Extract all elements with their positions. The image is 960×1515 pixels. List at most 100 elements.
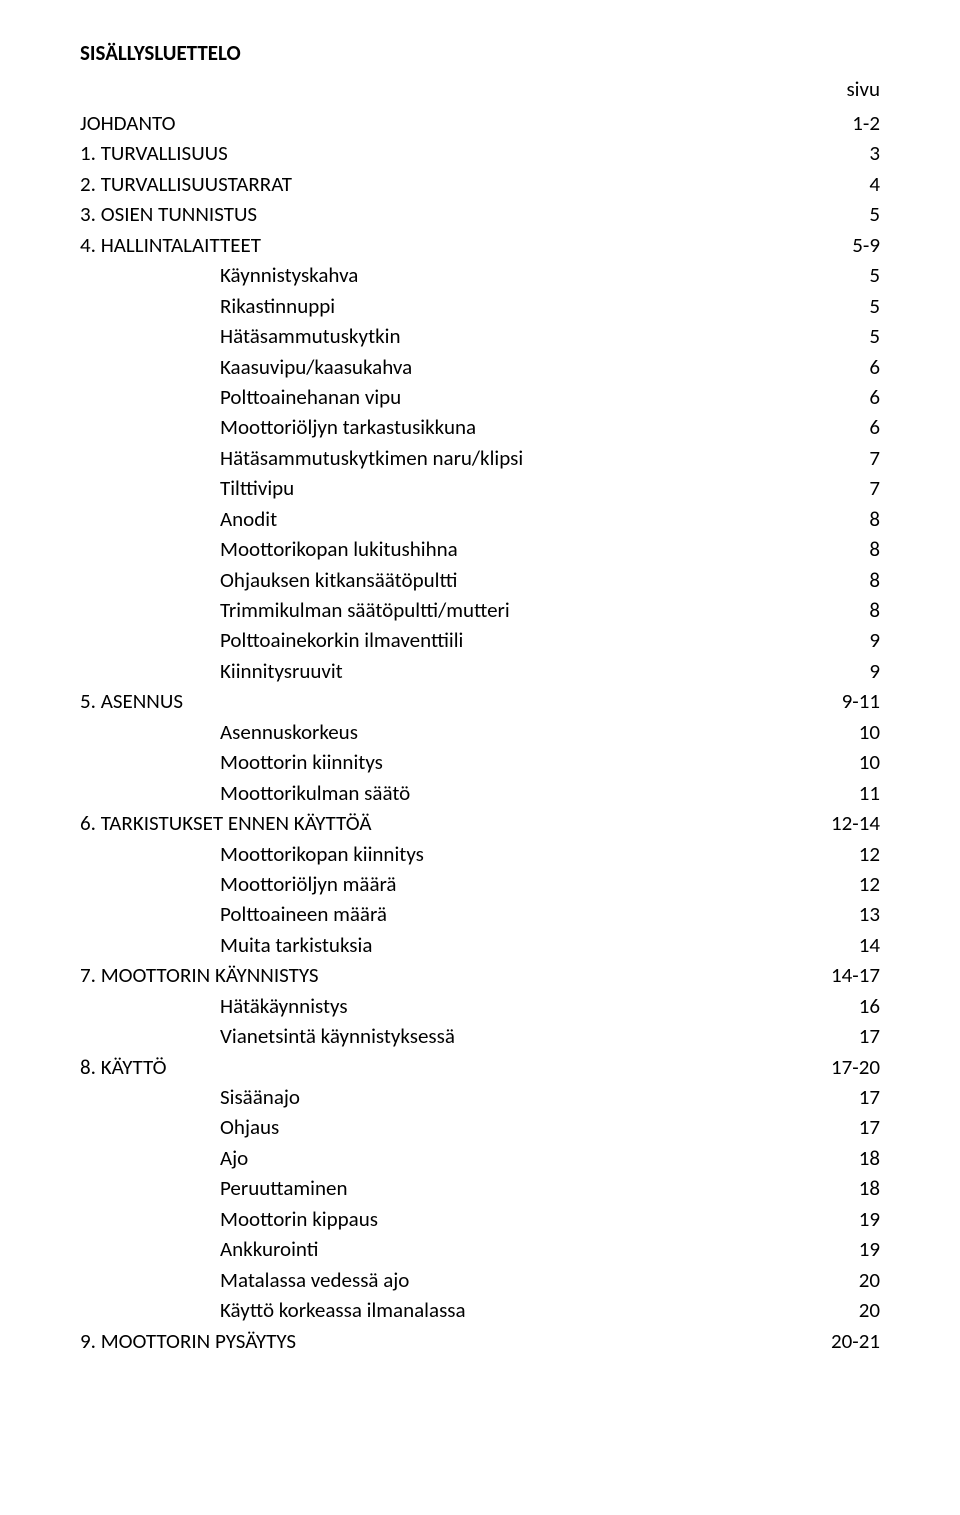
toc-page: 5 [800,291,880,321]
toc-row: Käynnistyskahva 5 [80,260,880,290]
toc-label: Käynnistyskahva [80,260,358,290]
toc-page: 7 [800,443,880,473]
toc-page: 20 [800,1295,880,1325]
toc-page: 18 [800,1173,880,1203]
toc-page: 12 [800,839,880,869]
toc-page: 9 [800,625,880,655]
toc-page: 6 [800,412,880,442]
toc-label: Hätäsammutuskytkimen naru/klipsi [80,443,523,473]
toc-label: 2. TURVALLISUUSTARRAT [80,169,292,199]
toc-row: Matalassa vedessä ajo 20 [80,1265,880,1295]
toc-label: 6. TARKISTUKSET ENNEN KÄYTTÖÄ [80,808,372,838]
toc-page: 20 [800,1265,880,1295]
toc-row: 7. MOOTTORIN KÄYNNISTYS14-17 [80,960,880,990]
toc-label: Anodit [80,504,277,534]
toc-label: 3. OSIEN TUNNISTUS [80,199,257,229]
toc-page: 6 [800,352,880,382]
document-page: SISÄLLYSLUETTELO sivu JOHDANTO1-21. TURV… [0,0,960,1416]
toc-label: Moottorin kiinnitys [80,747,383,777]
toc-row: Kiinnitysruuvit9 [80,656,880,686]
toc-page: 12 [800,869,880,899]
toc-row: JOHDANTO1-2 [80,108,880,138]
toc-page: 9-11 [800,686,880,716]
toc-page: 5-9 [800,230,880,260]
toc-page: 8 [800,534,880,564]
toc-label: Trimmikulman säätöpultti/mutteri [80,595,510,625]
toc-label: Moottoriöljyn määrä [80,869,396,899]
toc-label: Käyttö korkeassa ilmanalassa [80,1295,466,1325]
toc-row: 1. TURVALLISUUS3 [80,138,880,168]
toc-row: Moottorikopan kiinnitys 12 [80,839,880,869]
toc-row: Hätäsammutuskytkimen naru/klipsi 7 [80,443,880,473]
toc-label: 7. MOOTTORIN KÄYNNISTYS [80,960,319,990]
toc-label: 9. MOOTTORIN PYSÄYTYS [80,1326,296,1356]
toc-label: Matalassa vedessä ajo [80,1265,409,1295]
table-of-contents: JOHDANTO1-21. TURVALLISUUS32. TURVALLISU… [80,108,880,1356]
toc-page: 17 [800,1112,880,1142]
toc-page: 8 [800,595,880,625]
toc-row: 6. TARKISTUKSET ENNEN KÄYTTÖÄ 12-14 [80,808,880,838]
toc-page: 12-14 [800,808,880,838]
toc-label: 8. KÄYTTÖ [80,1052,167,1082]
toc-page: 17-20 [800,1052,880,1082]
toc-label: Vianetsintä käynnistyksessä [80,1021,455,1051]
toc-row: Hätäkäynnistys 16 [80,991,880,1021]
toc-row: Ankkurointi 19 [80,1234,880,1264]
toc-row: Rikastinnuppi 5 [80,291,880,321]
toc-row: Trimmikulman säätöpultti/mutteri 8 [80,595,880,625]
toc-page: 19 [800,1204,880,1234]
toc-page: 3 [800,138,880,168]
toc-page: 17 [800,1082,880,1112]
toc-row: 3. OSIEN TUNNISTUS5 [80,199,880,229]
toc-page: 10 [800,717,880,747]
toc-row: 4. HALLINTALAITTEET 5-9 [80,230,880,260]
toc-row: Muita tarkistuksia 14 [80,930,880,960]
toc-label: Hätäsammutuskytkin [80,321,401,351]
toc-label: Asennuskorkeus [80,717,358,747]
toc-label: Moottoriöljyn tarkastusikkuna [80,412,476,442]
toc-row: Anodit 8 [80,504,880,534]
toc-page: 7 [800,473,880,503]
toc-page: 8 [800,504,880,534]
toc-label: 5. ASENNUS [80,686,183,716]
toc-label: Moottorin kippaus [80,1204,378,1234]
toc-page: 5 [800,321,880,351]
toc-page: 16 [800,991,880,1021]
toc-row: Vianetsintä käynnistyksessä17 [80,1021,880,1051]
toc-label: Peruuttaminen [80,1173,348,1203]
toc-page: 14 [800,930,880,960]
toc-page: 13 [800,899,880,929]
toc-row: Moottoriöljyn määrä 12 [80,869,880,899]
toc-label: Muita tarkistuksia [80,930,372,960]
toc-label: Ohjaus [80,1112,279,1142]
toc-row: 9. MOOTTORIN PYSÄYTYS20-21 [80,1326,880,1356]
toc-row: 8. KÄYTTÖ 17-20 [80,1052,880,1082]
toc-row: Käyttö korkeassa ilmanalassa 20 [80,1295,880,1325]
page-header-label: sivu [846,76,880,102]
toc-label: Hätäkäynnistys [80,991,348,1021]
toc-row: Ohjaus 17 [80,1112,880,1142]
toc-page: 10 [800,747,880,777]
toc-row: Moottorikulman säätö11 [80,778,880,808]
page-column-header: sivu [80,76,880,102]
toc-row: Moottorin kippaus 19 [80,1204,880,1234]
toc-label: Ajo [80,1143,248,1173]
toc-row: 2. TURVALLISUUSTARRAT4 [80,169,880,199]
toc-row: Moottorin kiinnitys 10 [80,747,880,777]
toc-label: Moottorikulman säätö [80,778,410,808]
toc-page: 5 [800,260,880,290]
toc-label: Polttoainehanan vipu [80,382,401,412]
toc-row: Polttoaineen määrä13 [80,899,880,929]
toc-row: Polttoainekorkin ilmaventtiili9 [80,625,880,655]
toc-label: Kiinnitysruuvit [80,656,343,686]
toc-page: 19 [800,1234,880,1264]
toc-page: 8 [800,565,880,595]
toc-label: 4. HALLINTALAITTEET [80,230,261,260]
toc-row: Peruuttaminen 18 [80,1173,880,1203]
toc-row: 5. ASENNUS 9-11 [80,686,880,716]
toc-label: Ankkurointi [80,1234,318,1264]
toc-label: Moottorikopan kiinnitys [80,839,424,869]
toc-label: Ohjauksen kitkansäätöpultti [80,565,457,595]
toc-label: Rikastinnuppi [80,291,335,321]
toc-page: 6 [800,382,880,412]
